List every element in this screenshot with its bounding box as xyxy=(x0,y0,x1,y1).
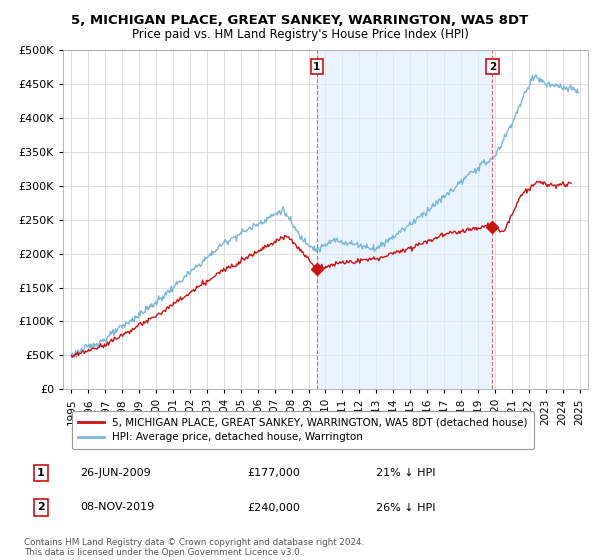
Text: 1: 1 xyxy=(37,468,44,478)
Text: Contains HM Land Registry data © Crown copyright and database right 2024.
This d: Contains HM Land Registry data © Crown c… xyxy=(24,538,364,557)
Bar xyxy=(317,50,493,389)
Text: 1: 1 xyxy=(313,62,320,72)
Text: £240,000: £240,000 xyxy=(247,502,300,512)
Text: 26-JUN-2009: 26-JUN-2009 xyxy=(80,468,151,478)
Text: 08-NOV-2019: 08-NOV-2019 xyxy=(80,502,154,512)
Text: 21% ↓ HPI: 21% ↓ HPI xyxy=(376,468,435,478)
Text: 2: 2 xyxy=(37,502,44,512)
Text: Price paid vs. HM Land Registry's House Price Index (HPI): Price paid vs. HM Land Registry's House … xyxy=(131,28,469,41)
Text: 2: 2 xyxy=(489,62,496,72)
Text: £177,000: £177,000 xyxy=(247,468,300,478)
Text: 26% ↓ HPI: 26% ↓ HPI xyxy=(376,502,435,512)
Legend: 5, MICHIGAN PLACE, GREAT SANKEY, WARRINGTON, WA5 8DT (detached house), HPI: Aver: 5, MICHIGAN PLACE, GREAT SANKEY, WARRING… xyxy=(72,411,534,449)
Text: 5, MICHIGAN PLACE, GREAT SANKEY, WARRINGTON, WA5 8DT: 5, MICHIGAN PLACE, GREAT SANKEY, WARRING… xyxy=(71,14,529,27)
